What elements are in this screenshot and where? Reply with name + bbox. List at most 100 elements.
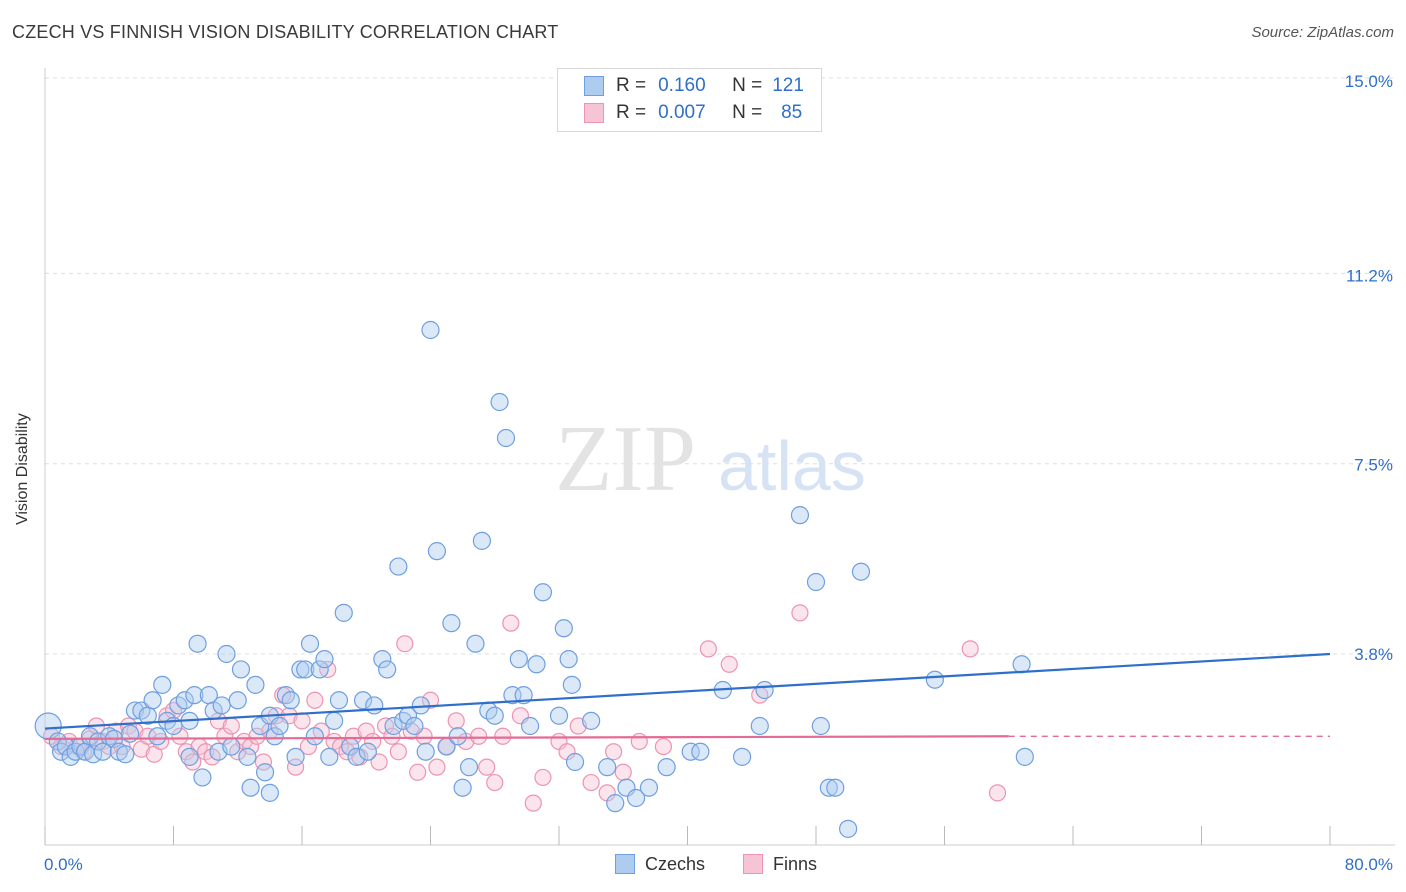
czech-point [389, 557, 408, 576]
czech-point [185, 686, 204, 705]
czech-point [554, 619, 573, 638]
czech-point [819, 778, 838, 797]
finn-point [486, 773, 504, 792]
watermark-atlas: atlas [718, 427, 866, 505]
czech-point [925, 670, 944, 689]
finn-point [988, 784, 1007, 802]
bottom-legend-finns: Finns [743, 852, 817, 876]
czech-point [533, 583, 553, 602]
czech-point [839, 819, 858, 838]
czech-point [276, 686, 296, 705]
czech-point [188, 634, 207, 653]
finn-point [961, 640, 979, 658]
czech-point [270, 716, 289, 736]
finn-point [791, 604, 809, 622]
czech-point [116, 745, 135, 764]
finn-point [582, 773, 600, 792]
czech-point [509, 650, 528, 669]
czech-point [212, 696, 231, 715]
czech-point [246, 675, 265, 694]
czech-point [626, 788, 646, 808]
czech-point [238, 747, 257, 766]
stats-legend: R = 0.160 N = 121 R = 0.007 N = 85 [557, 68, 822, 132]
czech-point [175, 691, 194, 710]
finn-point [177, 743, 195, 761]
finn-point [171, 727, 189, 745]
x-tick-label: 80.0% [1345, 855, 1393, 874]
czech-point [222, 737, 241, 756]
czech-point [93, 742, 112, 761]
czech-point [291, 660, 310, 679]
czech-point [1012, 655, 1031, 674]
r-label: R = [616, 102, 647, 123]
czech-point [582, 711, 601, 730]
czech-legend-label: Czechs [645, 853, 706, 874]
czech-point [657, 758, 676, 777]
czech-point [255, 763, 275, 782]
y-tick-label: 3.8% [1354, 645, 1393, 664]
czech-point [241, 778, 260, 797]
czech-point [148, 727, 167, 746]
finn-point [286, 758, 305, 776]
czech-point [51, 742, 71, 761]
finn-point [389, 743, 407, 761]
czech-point [347, 747, 366, 766]
y-tick-label: 11.2% [1346, 266, 1393, 285]
czech-point [300, 634, 320, 653]
czech-point [520, 716, 540, 736]
czech-point [851, 562, 871, 581]
czech-point [394, 711, 413, 730]
finn-point [409, 763, 427, 781]
czech-point [143, 691, 162, 710]
czech-point [378, 660, 397, 679]
czech-point [691, 742, 710, 761]
czech-point [358, 742, 377, 761]
czech-point [496, 428, 516, 448]
finn-legend-swatch [743, 854, 763, 874]
finn-point [605, 743, 623, 761]
czech-point [485, 706, 504, 725]
czech-point [329, 691, 349, 710]
watermark-zip: ZIP [555, 407, 696, 511]
czech-point [334, 603, 353, 622]
finn-point [421, 691, 440, 709]
czech-point [549, 706, 569, 725]
legend-row-finns: R = 0.007 N = 85 [584, 101, 802, 125]
czech-point [442, 614, 461, 633]
finn-point [222, 717, 240, 735]
czech-point [733, 747, 752, 766]
czech-point [325, 711, 344, 730]
czech-point [514, 686, 533, 705]
czech-point [265, 727, 284, 746]
czech-point [310, 660, 329, 679]
czech-point [453, 778, 472, 797]
czech-point [565, 752, 585, 772]
finn-point [248, 727, 266, 745]
finn-point [184, 753, 202, 771]
finn-point [306, 691, 324, 709]
x-tick-label: 0.0% [44, 855, 83, 874]
finn-point [293, 712, 311, 730]
n-value: 121 [772, 75, 804, 96]
finn-point [494, 727, 512, 745]
czech-point [217, 644, 236, 664]
finn-point [396, 635, 414, 653]
czech-point [228, 691, 247, 710]
czech-point [806, 572, 826, 592]
czech-point [315, 650, 334, 669]
czech-point [562, 675, 581, 694]
finn-point [614, 763, 632, 781]
czech-point [750, 716, 769, 736]
czech-point [681, 742, 700, 761]
czech-point [459, 758, 479, 777]
czech-point [180, 747, 199, 766]
finn-point [447, 712, 465, 730]
r-value: 0.007 [658, 102, 706, 123]
czech-point [260, 783, 279, 802]
czech-point [405, 716, 424, 736]
czech-point [466, 634, 485, 653]
czech-point [421, 320, 440, 340]
legend-row-czechs: R = 0.160 N = 121 [584, 74, 804, 98]
czech-point [231, 660, 251, 679]
